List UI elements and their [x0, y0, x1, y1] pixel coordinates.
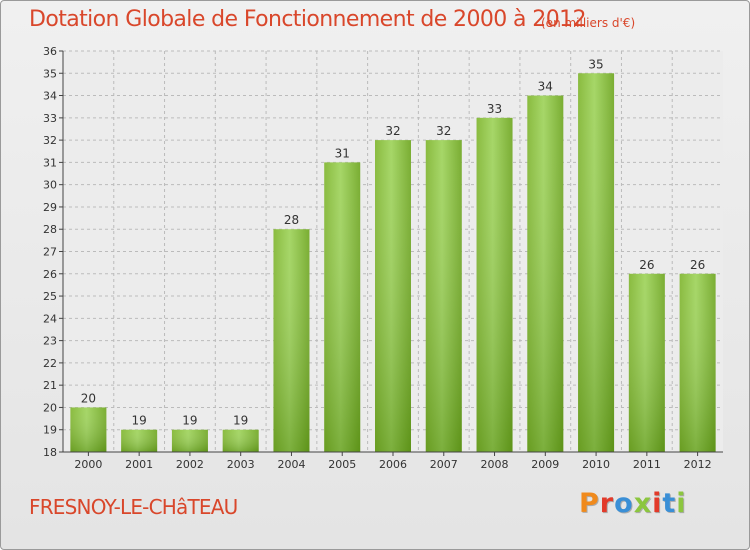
- bar-shade: [375, 140, 411, 452]
- x-tick-label: 2005: [328, 458, 356, 471]
- x-tick-label: 2001: [125, 458, 153, 471]
- logo-letter: i: [652, 488, 663, 519]
- data-label: 20: [81, 391, 96, 405]
- x-tick-label: 2009: [531, 458, 559, 471]
- y-tick-label: 28: [43, 223, 57, 236]
- logo-letter: r: [599, 488, 615, 519]
- y-tick-label: 24: [43, 312, 57, 325]
- y-tick-label: 19: [43, 424, 57, 437]
- data-label: 32: [436, 124, 451, 138]
- y-tick-label: 21: [43, 379, 57, 392]
- data-label: 26: [690, 258, 705, 272]
- logo-letter: P: [579, 488, 600, 519]
- bar-shade: [222, 429, 259, 452]
- logo-letter: o: [614, 488, 634, 519]
- y-tick-label: 25: [43, 290, 57, 303]
- bar-shade: [171, 429, 208, 452]
- x-tick-label: 2007: [430, 458, 458, 471]
- bar-shade: [527, 95, 564, 453]
- y-tick-label: 18: [43, 446, 57, 459]
- x-tick-label: 2000: [74, 458, 102, 471]
- x-tick-label: 2003: [227, 458, 255, 471]
- x-tick-label: 2011: [633, 458, 661, 471]
- bar-shade: [70, 407, 107, 452]
- y-tick-label: 35: [43, 67, 57, 80]
- bar-shade: [425, 140, 462, 452]
- bar-shade: [679, 273, 716, 452]
- y-tick-label: 32: [43, 134, 57, 147]
- data-label: 32: [385, 124, 400, 138]
- bar-shade: [324, 162, 361, 452]
- bar-shade: [273, 229, 310, 452]
- y-tick-label: 33: [43, 112, 57, 125]
- axes: [59, 50, 723, 456]
- y-tick-label: 30: [43, 179, 57, 192]
- data-label: 26: [639, 258, 654, 272]
- logo-letter: t: [662, 488, 677, 519]
- unit-note: (en milliers d'€): [541, 16, 636, 30]
- bars: [70, 73, 716, 453]
- y-tick-label: 27: [43, 246, 57, 259]
- x-tick-label: 2012: [684, 458, 712, 471]
- x-tick-label: 2002: [176, 458, 204, 471]
- chart-title: Dotation Globale de Fonctionnement de 20…: [29, 7, 587, 32]
- data-label: 28: [284, 213, 299, 227]
- y-tick-label: 23: [43, 335, 57, 348]
- y-tick-label: 36: [43, 45, 57, 58]
- data-label: 19: [182, 414, 197, 428]
- proxiti-logo[interactable]: Proxiti: [579, 488, 687, 519]
- x-tick-label: 2006: [379, 458, 407, 471]
- y-tick-label: 22: [43, 357, 57, 370]
- y-tick-label: 20: [43, 401, 57, 414]
- data-label: 34: [538, 80, 553, 94]
- bar-shade: [578, 73, 615, 453]
- labels: 18 19 20 21 22 23 24 25 26 27 28 29 30 31 32 33 34 35 36 20…: [43, 45, 712, 471]
- x-tick-label: 2010: [582, 458, 610, 471]
- bar-shade: [121, 429, 158, 452]
- y-tick-label: 26: [43, 268, 57, 281]
- logo-letter: i: [676, 488, 687, 519]
- data-label: 19: [132, 414, 147, 428]
- bar-shade: [628, 273, 665, 452]
- y-tick-label: 29: [43, 201, 57, 214]
- data-label: 35: [588, 57, 603, 71]
- x-tick-label: 2004: [277, 458, 305, 471]
- data-label: 33: [487, 102, 502, 116]
- place-name: FRESNOY-LE-CHâTEAU: [29, 495, 238, 519]
- data-label: 19: [233, 414, 248, 428]
- x-tick-label: 2008: [481, 458, 509, 471]
- y-tick-label: 31: [43, 156, 57, 169]
- bar-shade: [476, 117, 513, 452]
- data-label: 31: [335, 146, 350, 160]
- logo-letter: x: [633, 488, 653, 519]
- y-tick-label: 34: [43, 90, 57, 103]
